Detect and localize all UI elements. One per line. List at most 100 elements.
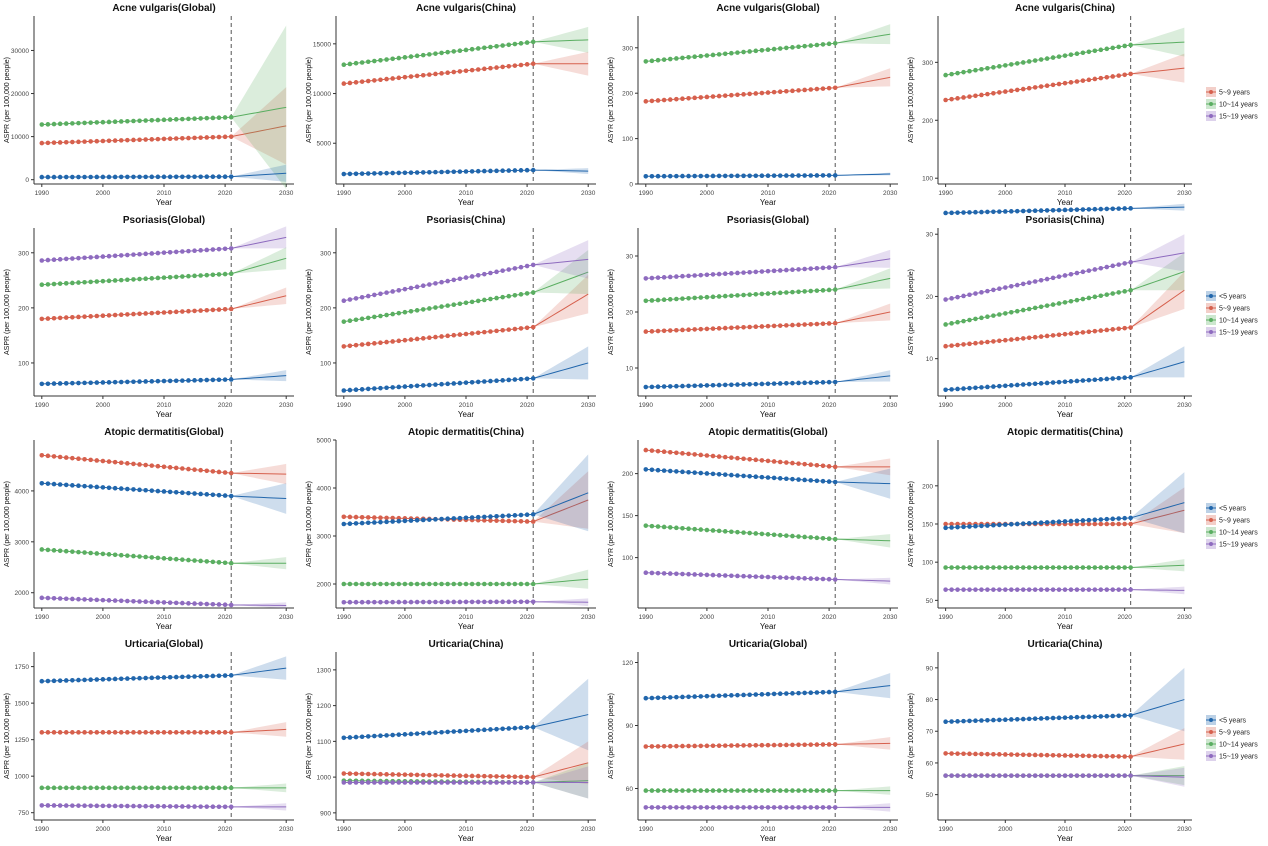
- data-point: [692, 383, 697, 389]
- data-point: [222, 560, 228, 566]
- data-point: [643, 329, 649, 334]
- data-point: [155, 117, 161, 123]
- data-point: [961, 95, 966, 100]
- data-point: [457, 728, 463, 734]
- data-point: [771, 268, 777, 274]
- data-point: [997, 383, 1002, 389]
- y-tick-label: 30: [626, 254, 634, 261]
- data-point: [655, 524, 661, 529]
- data-point: [88, 457, 93, 463]
- data-point: [186, 490, 191, 496]
- data-point: [469, 728, 475, 733]
- data-point: [692, 526, 697, 532]
- data-point: [826, 689, 832, 695]
- data-point: [1104, 46, 1110, 52]
- data-point: [985, 65, 990, 71]
- data-point: [1068, 298, 1074, 304]
- data-point: [173, 309, 179, 315]
- data-point: [106, 598, 112, 603]
- legend-marker: [1209, 742, 1213, 746]
- data-point: [161, 275, 167, 280]
- data-point: [949, 296, 954, 301]
- data-point: [131, 785, 136, 791]
- data-point: [45, 730, 51, 735]
- data-point: [826, 576, 832, 582]
- data-point: [991, 522, 996, 528]
- x-tick-label: 1990: [639, 402, 654, 409]
- data-point: [173, 600, 179, 606]
- data-point: [512, 774, 518, 780]
- data-point: [222, 785, 228, 791]
- data-point: [341, 171, 347, 177]
- data-point: [1008, 383, 1014, 388]
- data-point: [414, 284, 420, 290]
- data-point: [1038, 57, 1044, 62]
- data-point: [1128, 259, 1133, 265]
- forecast-band: [1130, 472, 1185, 534]
- data-point: [63, 678, 69, 683]
- data-point: [439, 581, 444, 587]
- data-point: [427, 169, 432, 175]
- x-tick-label: 2000: [700, 614, 715, 621]
- data-point: [1026, 587, 1032, 592]
- data-point: [729, 455, 734, 460]
- data-point: [820, 380, 826, 385]
- x-tick-label: 2010: [761, 826, 776, 833]
- data-point: [784, 323, 789, 328]
- data-point: [716, 173, 722, 179]
- data-point: [765, 90, 771, 95]
- forecast-band: [231, 226, 287, 249]
- data-point: [747, 91, 752, 97]
- y-tick-label: 80: [926, 697, 934, 704]
- data-point: [112, 785, 118, 791]
- data-point: [949, 71, 954, 77]
- data-point: [143, 487, 148, 493]
- data-point: [353, 521, 359, 526]
- data-point: [753, 788, 759, 793]
- data-point: [796, 477, 801, 482]
- y-tick-label: 200: [18, 305, 29, 312]
- data-point: [167, 117, 173, 122]
- data-point: [63, 174, 69, 180]
- data-point: [420, 72, 426, 78]
- data-point: [192, 248, 197, 254]
- legend-marker: [1209, 542, 1213, 546]
- data-point: [210, 492, 216, 498]
- data-point: [735, 743, 740, 748]
- data-point: [439, 599, 444, 605]
- data-point: [1086, 377, 1092, 383]
- data-point: [722, 271, 728, 277]
- data-point: [475, 379, 481, 385]
- data-point: [991, 65, 996, 70]
- data-point: [390, 732, 395, 738]
- data-point: [347, 343, 353, 349]
- legend-label: 5~9 years: [1219, 730, 1250, 737]
- data-point: [125, 461, 130, 466]
- data-point: [149, 137, 155, 142]
- data-point: [112, 730, 118, 735]
- data-point: [943, 343, 948, 349]
- data-point: [204, 673, 210, 679]
- data-point: [420, 780, 426, 785]
- data-point: [384, 515, 389, 521]
- data-point: [1128, 754, 1133, 759]
- forecast-band: [533, 471, 589, 529]
- data-point: [210, 307, 216, 313]
- data-point: [698, 743, 704, 749]
- data-point: [1086, 521, 1092, 527]
- x-axis-label: Year: [760, 834, 777, 843]
- data-point: [396, 772, 402, 777]
- y-tick-label: 100: [18, 360, 29, 367]
- data-point: [506, 267, 512, 272]
- data-point: [433, 772, 438, 778]
- data-point: [1044, 333, 1050, 339]
- data-point: [51, 803, 57, 808]
- data-point: [494, 774, 499, 779]
- data-point: [506, 513, 512, 518]
- data-point: [88, 314, 93, 319]
- data-point: [506, 599, 512, 605]
- data-point: [1068, 80, 1074, 85]
- data-point: [149, 675, 155, 681]
- data-point: [1038, 304, 1044, 310]
- y-tick-label: 150: [922, 522, 933, 529]
